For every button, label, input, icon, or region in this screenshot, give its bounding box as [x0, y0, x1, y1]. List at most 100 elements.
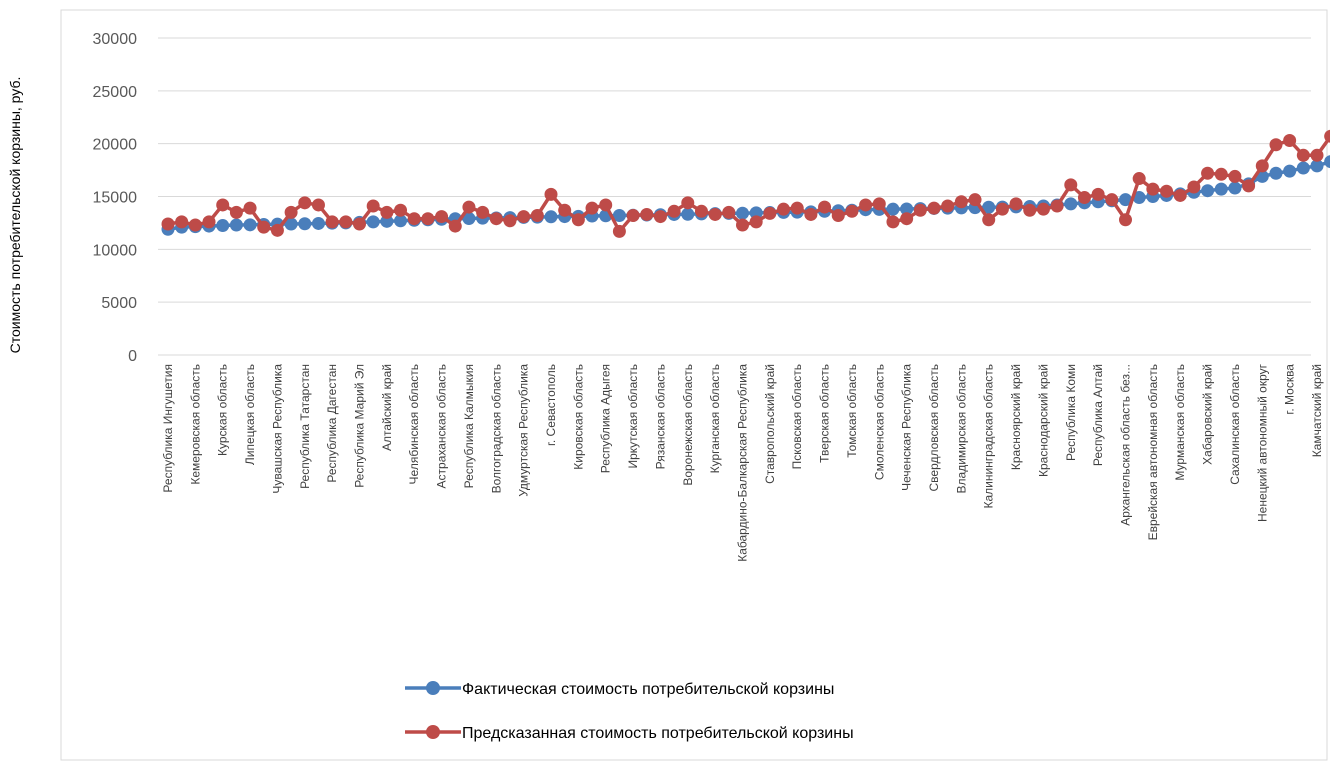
data-point [503, 214, 517, 228]
x-tick-label: Кемеровская область [188, 364, 202, 485]
data-point [982, 200, 996, 214]
data-point [284, 205, 298, 219]
data-point [1269, 166, 1283, 180]
data-point [968, 193, 982, 207]
data-point [462, 200, 476, 214]
legend-label: Фактическая стоимость потребительской ко… [462, 681, 834, 698]
data-point [599, 198, 613, 212]
data-point [1255, 159, 1269, 173]
data-point [311, 216, 325, 230]
y-axis-title: Стоимость потребительской корзины, руб. [7, 77, 23, 354]
data-point [558, 203, 572, 217]
data-point [1146, 182, 1160, 196]
data-point [763, 206, 777, 220]
data-point [585, 201, 599, 215]
data-point [1296, 161, 1310, 175]
x-tick-label: Кировская область [571, 364, 585, 470]
data-point [1283, 133, 1297, 147]
data-point [544, 187, 558, 201]
y-tick-label: 5000 [101, 295, 137, 312]
legend-marker [426, 681, 440, 695]
y-tick-label: 0 [128, 348, 137, 365]
x-tick-label: Республика Коми [1064, 364, 1078, 461]
data-point [517, 210, 531, 224]
data-point [708, 207, 722, 221]
legend-marker [426, 725, 440, 739]
data-point [1009, 197, 1023, 211]
data-point [982, 213, 996, 227]
x-tick-label: Тверская область [818, 364, 832, 463]
data-point [544, 210, 558, 224]
data-point [530, 209, 544, 223]
data-point [202, 215, 216, 229]
data-point [1119, 213, 1132, 227]
data-point [859, 198, 873, 212]
x-tick-label: г. Москва [1283, 364, 1297, 415]
data-point [612, 224, 626, 238]
data-point [1242, 179, 1256, 193]
x-tick-label: Еврейская автономная область [1146, 364, 1160, 540]
data-point [777, 202, 791, 216]
data-point [243, 201, 257, 215]
x-tick-label: Кабардино-Балкарская Республика [736, 364, 750, 562]
data-point [749, 206, 763, 220]
legend-item-2: Предсказанная стоимость потребительской … [405, 725, 854, 742]
legend-item-1: Фактическая стоимость потребительской ко… [405, 681, 834, 698]
x-tick-label: Мурманская область [1173, 364, 1187, 481]
data-point [257, 220, 271, 234]
x-axis-ticks: Республика Ингушетия Кемеровская область К… [161, 363, 1324, 561]
x-tick-label: Чувашская Республика [270, 364, 284, 494]
data-point [394, 203, 408, 217]
x-tick-label: Республика Дагестан [325, 364, 339, 483]
data-point [886, 202, 900, 216]
data-point [1324, 129, 1330, 143]
series-group [161, 129, 1330, 238]
data-point [1228, 169, 1242, 183]
data-point [667, 204, 681, 218]
data-point [1173, 188, 1187, 202]
data-point [1324, 155, 1330, 169]
data-point [462, 211, 476, 225]
data-point [900, 202, 914, 216]
data-point [298, 217, 312, 231]
data-point [1228, 181, 1242, 195]
data-point [448, 219, 462, 233]
x-tick-label: Краснодарский край [1036, 364, 1050, 477]
x-tick-label: Республика Марий Эл [353, 364, 367, 488]
data-point [872, 197, 886, 211]
y-axis-ticks: 0 5000 10000 15000 20000 25000 30000 [93, 31, 138, 365]
data-point [339, 215, 353, 229]
data-point [954, 195, 968, 209]
data-point [941, 199, 955, 213]
data-point [736, 218, 749, 232]
data-point [681, 196, 695, 210]
x-tick-label: Камчатский край [1310, 364, 1324, 457]
x-tick-label: Курская область [216, 364, 230, 456]
x-tick-label: Владимирская область [954, 364, 968, 493]
x-tick-label: Республика Адыгея [599, 364, 613, 473]
data-point [900, 212, 914, 226]
data-point [1132, 191, 1146, 205]
data-point [380, 214, 394, 228]
series-2 [161, 129, 1330, 238]
data-point [421, 212, 435, 226]
data-point [653, 210, 667, 224]
series-1 [161, 155, 1330, 236]
x-tick-label: Челябинская область [407, 364, 421, 484]
data-point [1091, 187, 1105, 201]
series-line [167, 159, 1330, 231]
data-point [571, 213, 585, 227]
data-point [175, 215, 189, 229]
data-point [284, 217, 298, 231]
data-point [1160, 184, 1174, 198]
data-point [1132, 172, 1146, 186]
data-point [681, 207, 695, 221]
data-point [394, 214, 408, 228]
data-point [216, 198, 230, 212]
data-point [1064, 178, 1078, 192]
data-point [366, 199, 380, 213]
data-point [694, 204, 708, 218]
data-point [790, 201, 804, 215]
